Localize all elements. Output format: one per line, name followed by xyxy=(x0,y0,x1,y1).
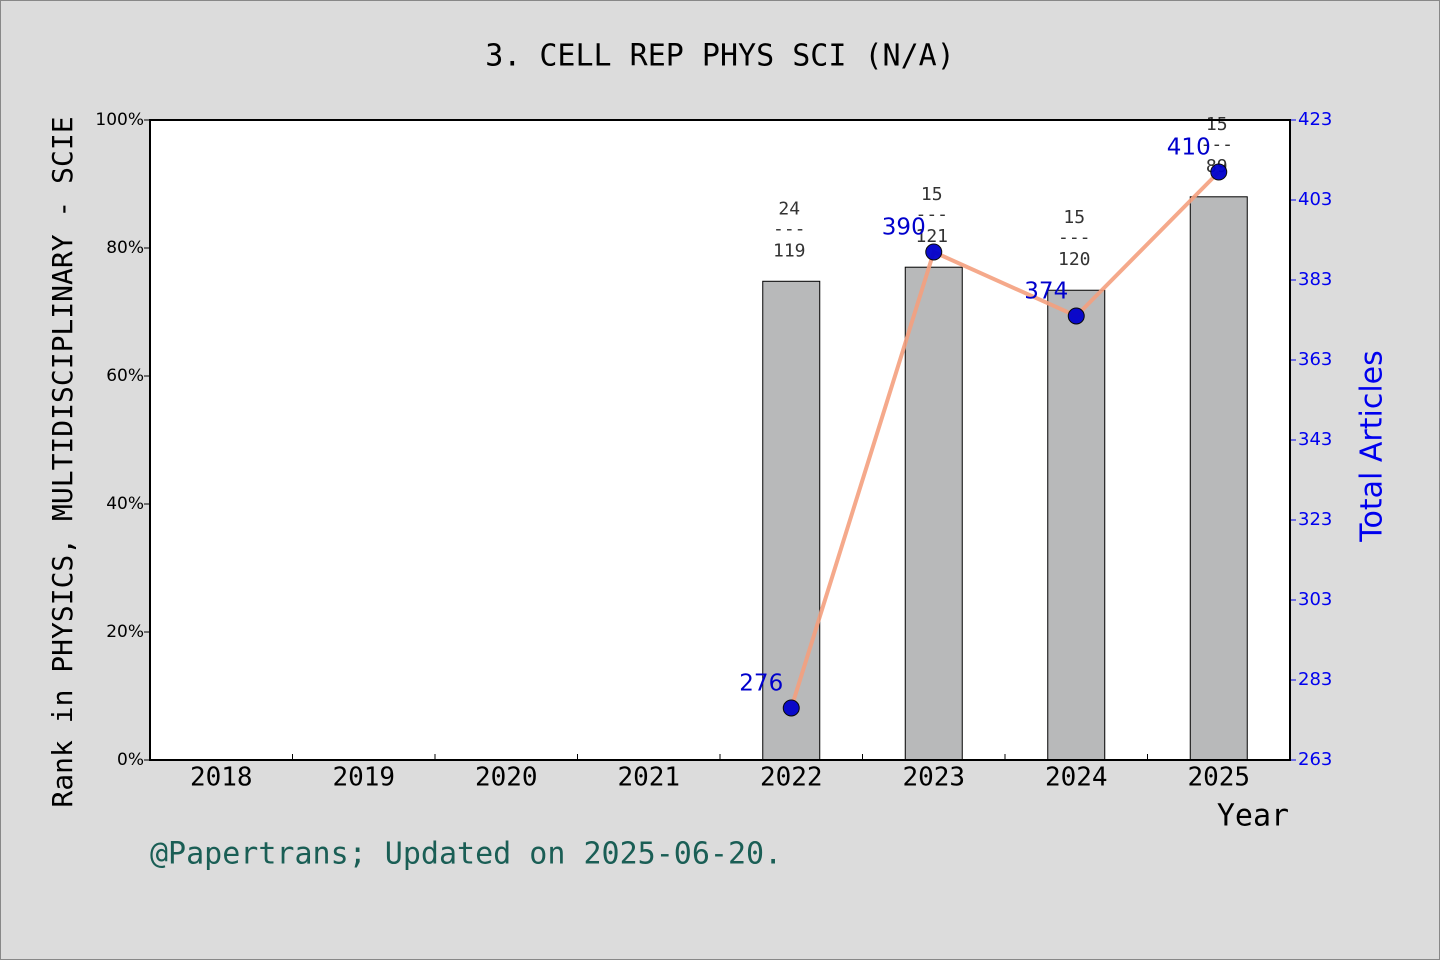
bar-label-separator: --- xyxy=(1200,134,1233,155)
y-tick-label: 60% xyxy=(106,366,144,386)
x-axis-title: Year xyxy=(1217,799,1289,834)
y2-tick-label: 383 xyxy=(1298,269,1332,290)
plot-area xyxy=(150,120,1290,760)
line xyxy=(789,170,1221,709)
bar-label-separator: --- xyxy=(1058,227,1091,248)
y-tick-label: 0% xyxy=(117,750,144,770)
y2-tick-label: 263 xyxy=(1298,749,1332,770)
x-tick-label: 2018 xyxy=(190,763,253,793)
bar-label-total: 121 xyxy=(915,226,948,247)
y-tick-label: 80% xyxy=(106,238,144,258)
bar-label-rank: 15 xyxy=(921,184,943,205)
x-tick-label: 2019 xyxy=(332,763,395,793)
y2-axis-title: Total Articles xyxy=(1355,350,1390,542)
bar-label-total: 119 xyxy=(773,240,806,261)
bar-label-total: 120 xyxy=(1058,249,1091,270)
y-tick-label: 20% xyxy=(106,622,144,642)
y2-tick-label: 323 xyxy=(1298,509,1332,530)
x-tick-label: 2024 xyxy=(1045,763,1108,793)
chart-title: 3. CELL REP PHYS SCI (N/A) xyxy=(485,39,955,74)
plot-frame xyxy=(149,119,1291,761)
point-label: 390 xyxy=(882,215,926,241)
y2-tick-label: 343 xyxy=(1298,429,1332,450)
x-tick-label: 2021 xyxy=(617,763,680,793)
footer: @Papertrans; Updated on 2025-06-20. xyxy=(150,837,782,872)
point xyxy=(925,243,943,261)
y2-tick-label: 363 xyxy=(1298,349,1332,370)
point-label: 410 xyxy=(1167,135,1211,161)
bar-label-rank: 15 xyxy=(1063,207,1085,228)
point-label: 276 xyxy=(739,671,783,697)
bar xyxy=(904,266,963,761)
point xyxy=(1210,163,1228,181)
point-label: 374 xyxy=(1024,279,1068,305)
y2-tick-label: 423 xyxy=(1298,109,1332,130)
y2-tick-label: 403 xyxy=(1298,189,1332,210)
x-tick-label: 2022 xyxy=(760,763,823,793)
bar-label-rank: 24 xyxy=(778,198,800,219)
x-tick-label: 2020 xyxy=(475,763,538,793)
y2-tick-label: 283 xyxy=(1298,669,1332,690)
y-tick-label: 100% xyxy=(95,110,144,130)
y-tick-label: 40% xyxy=(106,494,144,514)
bar xyxy=(1047,289,1106,761)
bar-label-rank: 15 xyxy=(1206,114,1228,135)
point xyxy=(782,699,800,717)
point xyxy=(1067,307,1085,325)
y2-tick-label: 303 xyxy=(1298,589,1332,610)
y-axis-title: Rank in PHYSICS, MULTIDISCIPLINARY - SCI… xyxy=(46,116,79,807)
bar-label-separator: --- xyxy=(915,204,948,225)
bar xyxy=(1189,196,1248,761)
x-tick-label: 2023 xyxy=(902,763,965,793)
x-tick-label: 2025 xyxy=(1187,763,1250,793)
bar-label-separator: --- xyxy=(773,218,806,239)
